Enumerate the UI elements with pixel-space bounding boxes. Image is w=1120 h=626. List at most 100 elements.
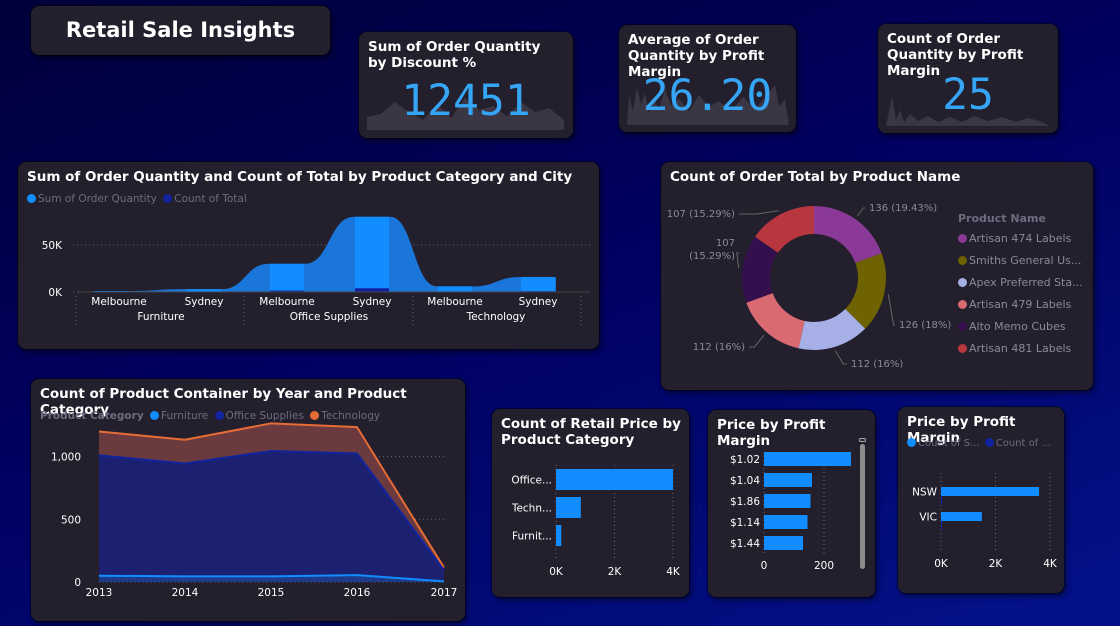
legend-marker-icon: [907, 438, 916, 447]
data-label: 136 (19.43%): [869, 203, 937, 214]
bar: [941, 496, 943, 505]
chart-plot: 0K 50K Melbourne Sydney Melbourne Sydney Melbo…: [42, 216, 590, 326]
kpi-card-average-order-quantity[interactable]: Average of Order Quantity by Profit Marg…: [619, 25, 796, 132]
legend-item[interactable]: Artisan 481 Labels: [958, 342, 1071, 355]
y-category-label: $1.14: [730, 517, 760, 529]
legend-label: Alto Memo Cubes: [969, 320, 1066, 333]
bar: [764, 536, 803, 550]
x-group-label: Office Supplies: [290, 311, 368, 323]
x-tick-label: 2014: [172, 587, 199, 599]
legend-item[interactable]: Sum of Order Quantity: [38, 193, 157, 205]
leader-line: [887, 294, 895, 326]
bar-sum-order-quantity: [270, 263, 304, 292]
dashboard-title: Retail Sale Insights: [65, 18, 296, 42]
leader-line: [739, 210, 779, 215]
bar: [764, 452, 851, 466]
legend-item[interactable]: Apex Preferred Sta...: [958, 276, 1083, 289]
chart-title: Sum of Order Quantity and Count of Total…: [27, 169, 573, 185]
legend-item[interactable]: Artisan 479 Labels: [958, 298, 1071, 311]
x-tick-label: Melbourne: [259, 296, 314, 308]
kpi-sparkline: [367, 98, 564, 130]
y-tick-label: 500: [61, 514, 81, 526]
chart-plot: 0K 2K 4K NSW VIC: [912, 473, 1058, 570]
data-label: 112 (16%): [693, 342, 745, 353]
y-tick-label: 50K: [42, 240, 63, 252]
legend-label: Apex Preferred Sta...: [969, 276, 1083, 289]
y-category-label: NSW: [912, 487, 938, 499]
legend-label: Artisan 479 Labels: [969, 298, 1072, 311]
kpi-card-sum-order-quantity[interactable]: Sum of Order Quantity by Discount % 1245…: [359, 32, 573, 138]
bar-sum-order-quantity: [187, 289, 221, 292]
legend-item[interactable]: Count of Total: [174, 193, 247, 205]
x-tick-label: Sydney: [353, 296, 392, 308]
kpi-value: 12451: [401, 76, 531, 126]
legend-item[interactable]: Office Supplies: [225, 410, 304, 422]
chart-product-container-by-year[interactable]: Count of Product Container by Year and P…: [31, 379, 465, 621]
line-furniture: [98, 574, 445, 583]
bar: [556, 525, 562, 546]
line-technology: [98, 422, 445, 569]
legend-item[interactable]: Artisan 474 Labels: [958, 232, 1071, 245]
x-tick-label: 2017: [431, 587, 458, 599]
data-label: (15.29%): [689, 251, 735, 262]
donut-slice: [755, 206, 814, 253]
legend-marker-icon: [984, 438, 994, 447]
chart-retail-price-by-category[interactable]: Count of Retail Price by Product Categor…: [492, 409, 689, 597]
y-tick-label: 0: [74, 577, 81, 589]
bar-count-of-total: [355, 288, 389, 292]
x-tick-label: 0K: [549, 566, 564, 578]
y-category-label: $1.02: [730, 454, 760, 466]
area-sum-order-quantity: [91, 216, 556, 292]
y-tick-label: 0K: [48, 287, 63, 299]
data-label: 126 (18%): [899, 320, 951, 331]
kpi-title: Count of Order Quantity by Profit Margin: [887, 31, 1024, 79]
legend-item[interactable]: Count of S...: [918, 438, 980, 449]
legend-marker-icon: [958, 278, 967, 287]
legend-marker-icon: [310, 411, 320, 420]
bar: [764, 515, 808, 529]
y-tick-label: 1,000: [51, 452, 81, 464]
chart-plot: 0 200 $1.02 $1.04 $1.86 $1.14 $1.44: [730, 452, 851, 572]
x-tick-label: Sydney: [185, 296, 224, 308]
chart-order-total-by-product-name[interactable]: Count of Order Total by Product Name Pro…: [661, 162, 1093, 390]
legend-item[interactable]: Smiths General Us...: [958, 254, 1081, 267]
legend-label: Artisan 474 Labels: [969, 232, 1072, 245]
dashboard-title-card: Retail Sale Insights: [31, 6, 330, 55]
legend-item[interactable]: Technology: [321, 410, 381, 422]
scrollbar-handle-icon[interactable]: [859, 438, 866, 442]
chart-legend: Sum of Order Quantity Count of Total: [27, 193, 247, 205]
x-group-label: Technology: [466, 311, 526, 323]
bar: [941, 512, 982, 521]
bar-sum-order-quantity: [438, 286, 472, 292]
legend-item[interactable]: Furniture: [161, 410, 209, 422]
chart-title: Count of Product Container by Year and P…: [40, 386, 407, 418]
chart-title: Count of Retail Price by Product Categor…: [501, 416, 681, 448]
chart-legend: Product Category Furniture Office Suppli…: [40, 410, 380, 422]
leader-line: [857, 207, 865, 217]
chart-order-quantity-by-category-city[interactable]: Sum of Order Quantity and Count of Total…: [18, 162, 599, 349]
bar: [764, 473, 812, 487]
kpi-value: 26.20: [642, 71, 773, 121]
x-tick-label: Melbourne: [427, 296, 482, 308]
y-category-label: Office...: [511, 475, 552, 487]
x-group-label: Furniture: [137, 311, 184, 323]
y-category-label: Furnit...: [512, 531, 552, 543]
line-office-supplies: [98, 449, 445, 571]
scrollbar[interactable]: [860, 444, 865, 569]
legend-item[interactable]: Count of ...: [995, 438, 1051, 449]
x-tick-label: 4K: [666, 566, 681, 578]
x-tick-label: 200: [814, 560, 834, 572]
bar-count-of-total: [270, 290, 304, 292]
y-category-label: Techn...: [511, 503, 552, 515]
legend-marker-icon: [163, 194, 173, 203]
legend-marker-icon: [958, 256, 967, 265]
legend-item[interactable]: Alto Memo Cubes: [958, 320, 1065, 333]
leader-line: [736, 252, 740, 269]
donut-slice: [845, 253, 886, 329]
chart-price-by-profit-margin[interactable]: Price by Profit Margin 0 200 $1.02 $1.04 $1.…: [708, 410, 875, 597]
kpi-card-count-order-quantity[interactable]: Count of Order Quantity by Profit Margin…: [878, 24, 1058, 133]
bar: [556, 497, 581, 518]
chart-title: Price by Profit Margin: [907, 414, 1016, 446]
chart-price-by-profit-margin-state[interactable]: Price by Profit Margin Count of S... Cou…: [898, 407, 1064, 593]
chart-plot: 0 500 1,000 2013 2014 2015 2016 2017: [51, 422, 458, 599]
